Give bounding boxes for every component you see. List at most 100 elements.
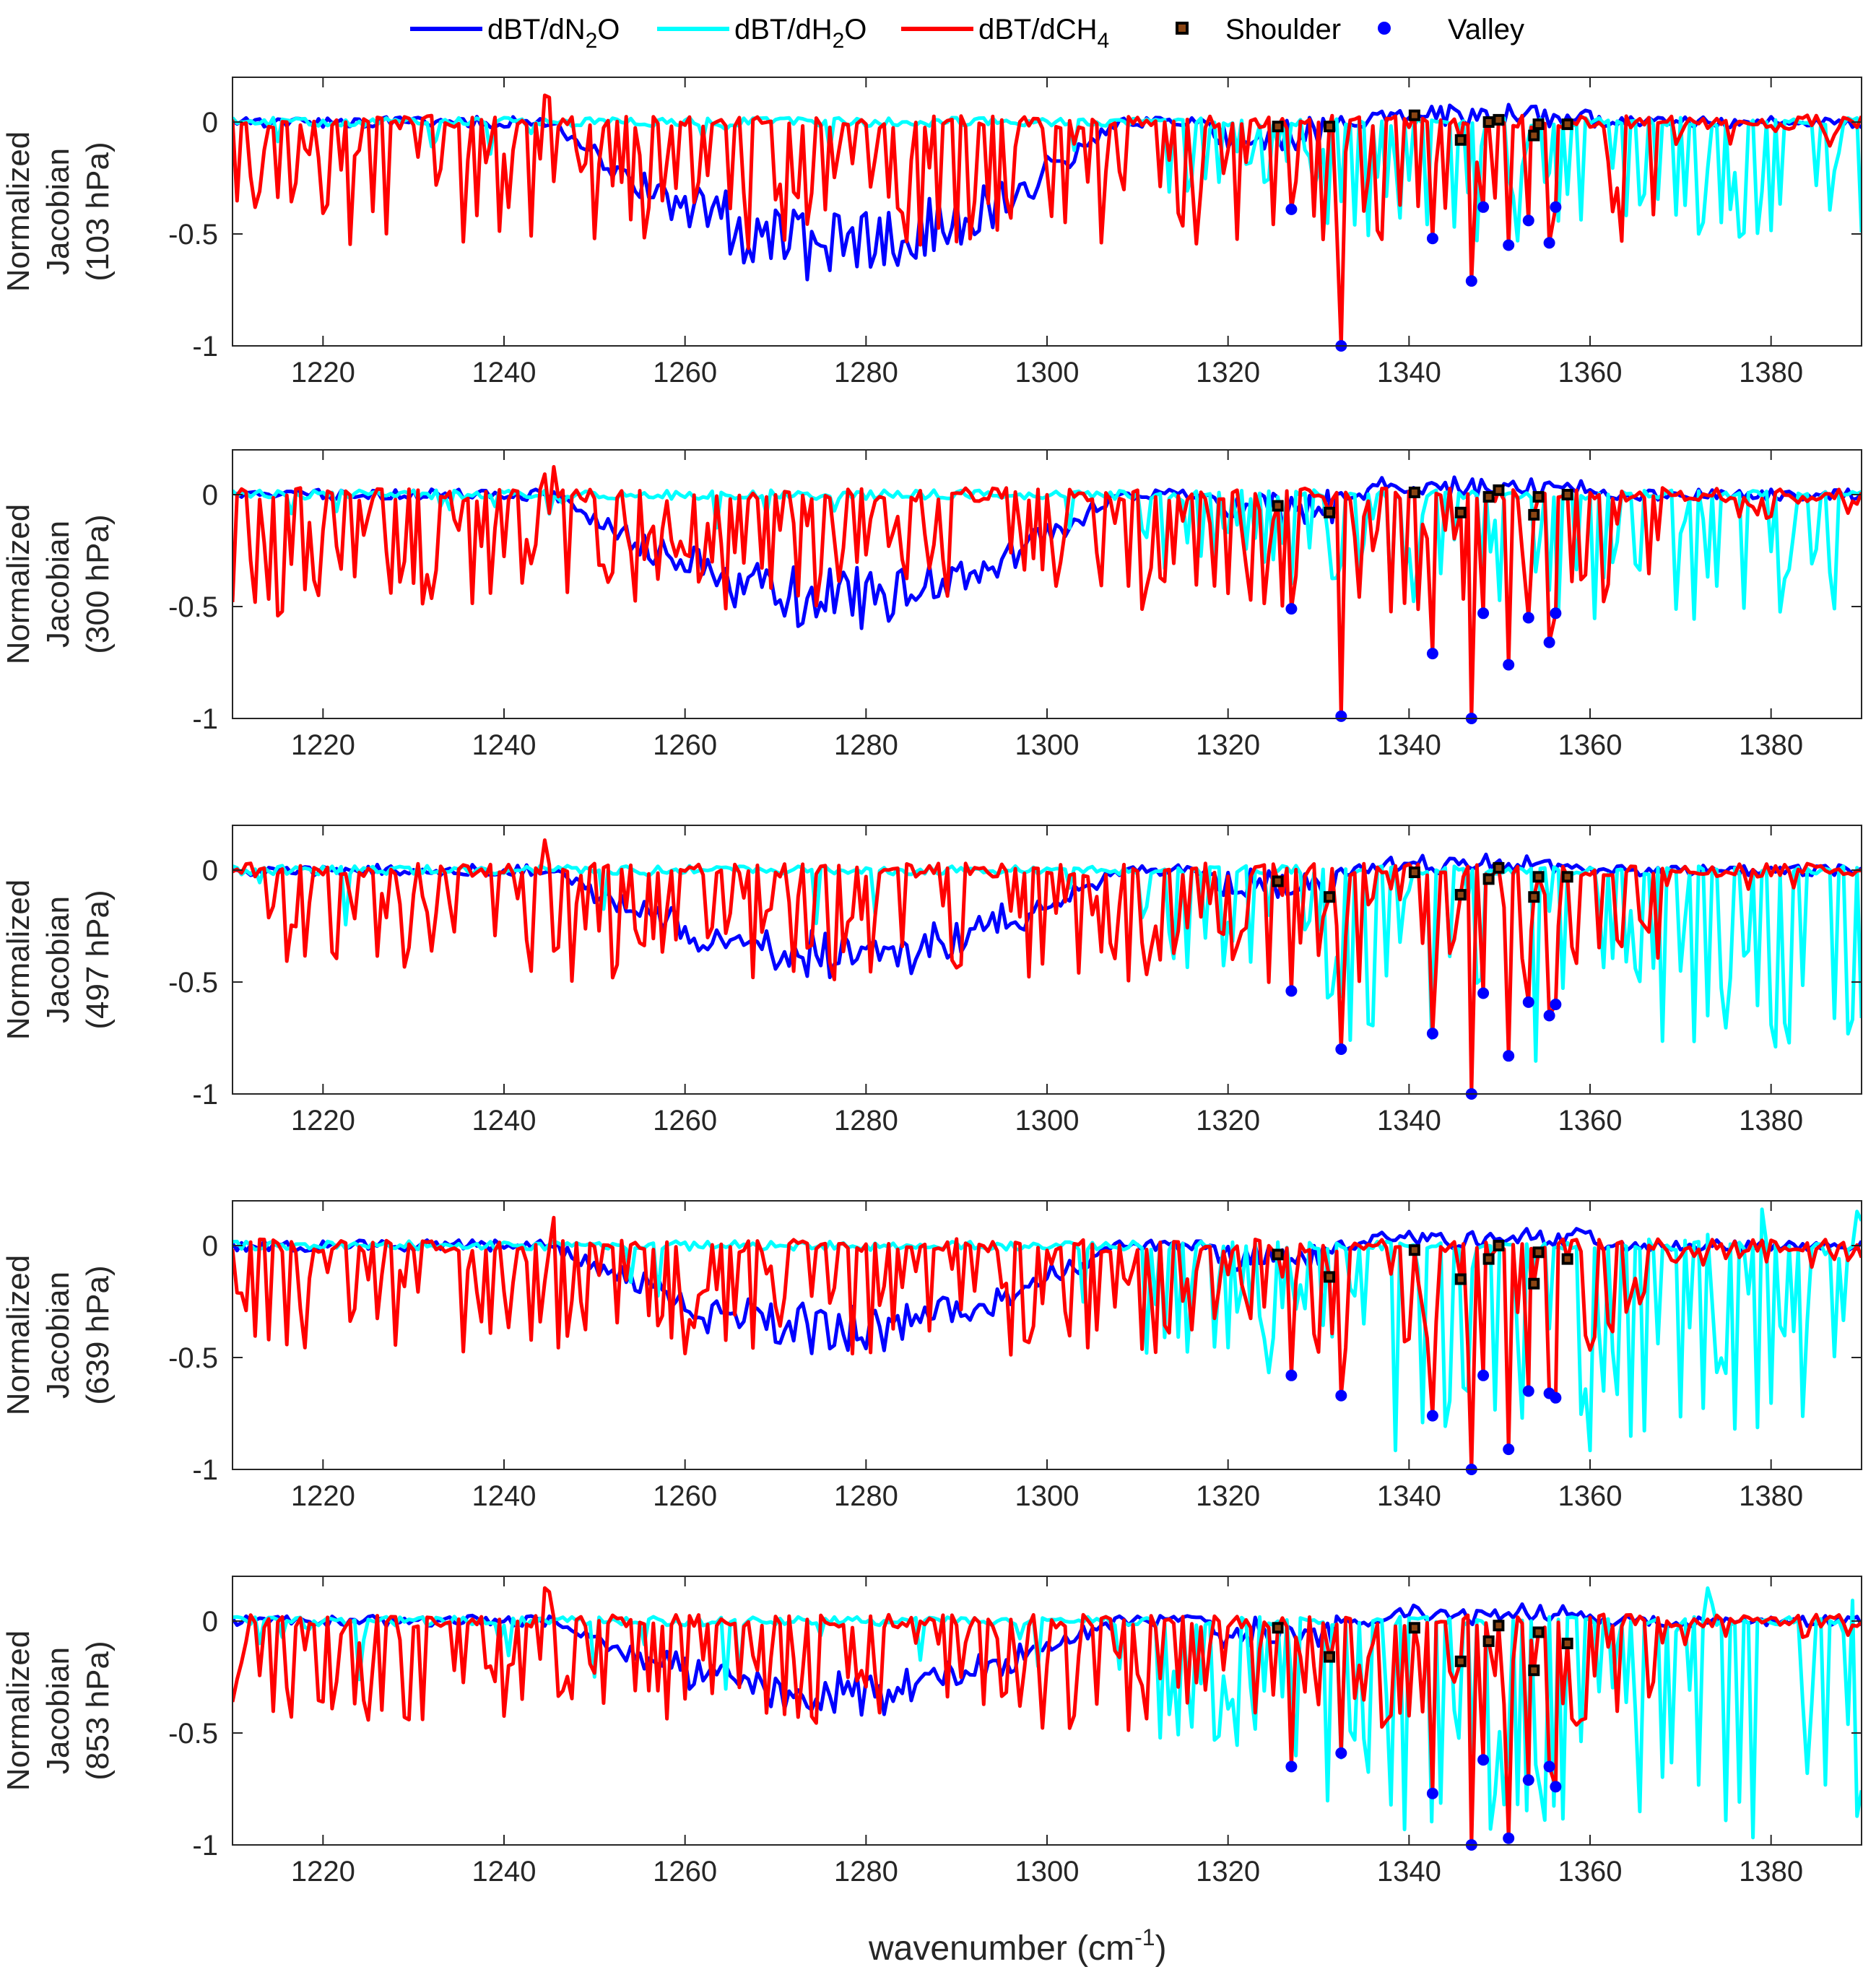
series-ch4-line: [233, 1586, 1862, 1845]
valley-point: [1543, 237, 1555, 249]
shoulder-point: [1324, 1651, 1336, 1663]
x-tick-label: 1320: [1196, 729, 1260, 761]
series-n2o-line: [233, 1227, 1862, 1355]
series-group: [233, 1207, 1862, 1469]
valley-point: [1477, 1369, 1490, 1381]
shoulder-point: [1272, 121, 1284, 133]
x-tick-label: 1320: [1196, 1105, 1260, 1137]
x-tick-label: 1320: [1196, 1856, 1260, 1888]
y-axis-label: Normalized: [1, 879, 36, 1041]
shoulder-point: [1272, 1248, 1284, 1261]
valley-point: [1543, 1009, 1555, 1022]
shoulder-point: [1324, 121, 1336, 133]
y-tick-label: -0.5: [168, 591, 218, 623]
shoulder-point: [1454, 134, 1467, 146]
valley-point: [1550, 607, 1562, 620]
y-axis-label: Jacobian: [40, 148, 76, 275]
x-tick-label: 1340: [1377, 1105, 1441, 1137]
shoulder-point: [1272, 1622, 1284, 1634]
x-tick-label: 1220: [291, 1105, 355, 1137]
x-tick-label: 1280: [834, 729, 898, 761]
legend-shoulder-marker: [1176, 22, 1189, 35]
valley-point: [1335, 710, 1347, 722]
shoulder-point: [1324, 891, 1336, 903]
panel-3: 1220 1240 1260 1280 1300 1320 1340 1360 1380 0 -0.…: [1, 825, 1862, 1137]
y-axis-label: Jacobian: [40, 521, 76, 648]
legend-h2o-label: dBT/dH2O: [734, 14, 867, 53]
shoulder-point: [1528, 129, 1540, 142]
shoulder-point: [1532, 1626, 1545, 1638]
y-tick-label: -1: [192, 1454, 218, 1486]
valley-point: [1522, 1774, 1534, 1786]
x-tick-label: 1300: [1015, 1480, 1080, 1512]
valley-point: [1503, 659, 1515, 671]
shoulder-point: [1532, 871, 1545, 883]
valley-point: [1426, 233, 1438, 245]
shoulder-point: [1532, 491, 1545, 503]
x-tick-label: 1260: [653, 1856, 717, 1888]
series-group: [233, 1586, 1862, 1845]
valley-point: [1335, 1389, 1347, 1402]
valley-point: [1522, 1385, 1534, 1397]
y-tick-label: 0: [202, 855, 218, 887]
y-axis-label: (639 hPa): [80, 1265, 116, 1404]
shoulder-point: [1493, 1620, 1505, 1632]
series-n2o-line: [233, 475, 1862, 630]
plot-area: [233, 450, 1862, 718]
series-ch4-line: [233, 1215, 1862, 1469]
shoulder-point: [1561, 871, 1573, 883]
y-tick-label: 0: [202, 479, 218, 511]
x-tick-label: 1220: [291, 357, 355, 388]
x-tick-label: 1380: [1739, 729, 1803, 761]
x-tick-label: 1360: [1558, 729, 1623, 761]
shoulder-point: [1561, 489, 1573, 500]
panel-4: 1220 1240 1260 1280 1300 1320 1340 1360 1380 0 -0.…: [1, 1200, 1862, 1512]
x-axis-label: wavenumber (cm-1): [868, 1924, 1167, 1968]
legend-valley-label: Valley: [1448, 14, 1524, 45]
valley-point: [1550, 999, 1562, 1010]
x-tick-label: 1320: [1196, 357, 1260, 388]
valley-point: [1477, 1754, 1490, 1766]
valley-point: [1503, 1832, 1515, 1844]
x-tick-label: 1300: [1015, 729, 1080, 761]
legend: dBT/dN2O dBT/dH2O dBT/dCH4 Shoulder Vall…: [410, 14, 1524, 53]
y-tick-label: -0.5: [168, 967, 218, 999]
valley-point: [1550, 1781, 1562, 1793]
y-axis-label: (853 hPa): [80, 1641, 116, 1780]
x-tick-label: 1280: [834, 357, 898, 388]
shoulder-point: [1324, 506, 1336, 518]
valley-point: [1543, 1760, 1555, 1773]
shoulder-point: [1408, 486, 1420, 498]
legend-valley-marker: [1378, 22, 1391, 35]
valley-point: [1335, 1043, 1347, 1055]
valley-point: [1335, 1747, 1347, 1759]
x-tick-label: 1260: [653, 357, 717, 388]
panels: 1220 1240 1260 1280 1300 1320 1340 1360 1380 0 -0.…: [1, 77, 1862, 1888]
y-axis-label: Jacobian: [40, 896, 76, 1023]
series-ch4-line: [233, 838, 1862, 1094]
x-tick-label: 1220: [291, 1480, 355, 1512]
valley-point: [1550, 201, 1562, 213]
x-tick-label: 1260: [653, 1480, 717, 1512]
legend-ch4-label: dBT/dCH4: [978, 14, 1109, 53]
valley-point: [1285, 1369, 1298, 1381]
x-tick-label: 1260: [653, 1105, 717, 1137]
shoulder-point: [1532, 118, 1545, 131]
valley-point: [1503, 1443, 1515, 1456]
series-h2o-line: [233, 116, 1862, 243]
series-ch4-line: [233, 465, 1862, 718]
valley-point: [1426, 1787, 1438, 1799]
x-tick-label: 1260: [653, 729, 717, 761]
valley-point: [1285, 203, 1298, 215]
y-tick-label: -1: [192, 703, 218, 735]
shoulder-point: [1272, 875, 1284, 887]
x-tick-label: 1340: [1377, 1856, 1441, 1888]
x-tick-label: 1380: [1739, 357, 1803, 388]
valley-point: [1285, 985, 1298, 997]
x-tick-label: 1380: [1739, 1856, 1803, 1888]
x-tick-label: 1360: [1558, 1856, 1623, 1888]
x-tick-label: 1220: [291, 729, 355, 761]
x-tick-label: 1340: [1377, 1480, 1441, 1512]
y-tick-label: 0: [202, 107, 218, 139]
